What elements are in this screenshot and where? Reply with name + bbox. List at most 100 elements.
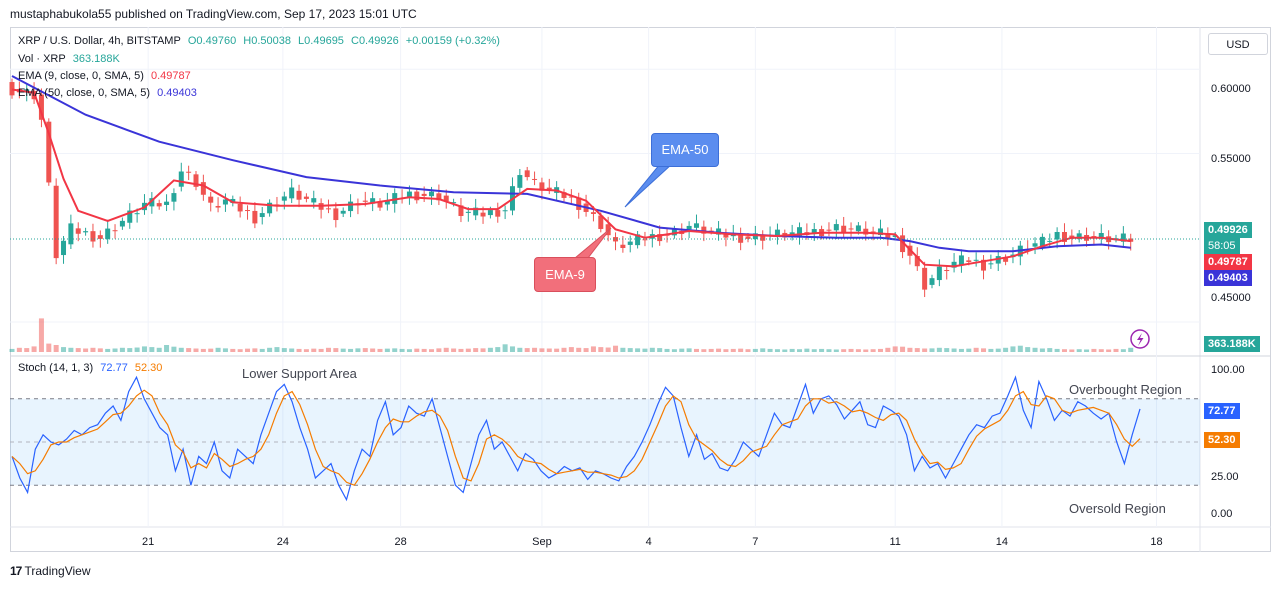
legend-high: H0.50038 <box>243 35 291 47</box>
candle-body <box>958 255 964 266</box>
ema50-legend: EMA (50, close, 0, SMA, 5) 0.49403 <box>18 87 201 99</box>
volume-bar <box>355 348 361 352</box>
candle-body <box>502 210 508 212</box>
volume-bar <box>524 348 530 352</box>
candle-body <box>156 203 162 207</box>
candle-body <box>797 227 803 236</box>
volume-bar <box>1061 349 1067 352</box>
candle-body <box>325 208 331 210</box>
volume-bar <box>509 346 515 352</box>
candle-body <box>944 270 950 272</box>
price-tick-label: 0.45000 <box>1211 292 1251 304</box>
volume-bar <box>995 348 1001 352</box>
candle-body <box>333 208 339 221</box>
volume-bar <box>797 349 803 352</box>
ema50-label[interactable]: EMA (50, close, 0, SMA, 5) <box>18 87 151 99</box>
candle-body <box>149 198 155 207</box>
ema50-line <box>11 75 1131 253</box>
candle-body <box>620 244 626 249</box>
volume-bar <box>377 348 383 352</box>
candle-body <box>105 228 111 240</box>
candle-body <box>774 229 780 238</box>
candle-body <box>267 202 273 214</box>
volume-bar <box>635 348 641 352</box>
overbought-note: Overbought Region <box>1069 382 1182 397</box>
volume-bar <box>303 349 309 352</box>
volume-bar <box>178 347 184 352</box>
candle-body <box>877 228 883 236</box>
volume-bar <box>90 347 96 352</box>
symbol-title[interactable]: XRP / U.S. Dollar, 4h, BITSTAMP <box>18 35 181 47</box>
legend-open: O0.49760 <box>187 35 237 47</box>
volume-bar <box>554 348 560 352</box>
volume-bar <box>465 348 471 352</box>
volume-label[interactable]: Vol · XRP <box>18 53 66 65</box>
candle-body <box>826 229 832 231</box>
candle-body <box>627 241 633 245</box>
volume-bar <box>83 348 89 352</box>
candle-body <box>539 182 545 191</box>
candle-body <box>83 231 89 233</box>
volume-bar <box>833 349 839 352</box>
candle-body <box>863 228 869 235</box>
published-caption: mustaphabukola55 published on TradingVie… <box>10 7 417 21</box>
candle-body <box>900 235 906 253</box>
candle-body <box>635 234 641 246</box>
volume-bar <box>907 347 913 352</box>
volume-bar <box>1106 349 1112 352</box>
volume-bar <box>708 348 714 352</box>
volume-bar <box>362 348 368 352</box>
volume-bar <box>716 348 722 352</box>
candle-body <box>68 223 74 245</box>
volume-bar <box>414 348 420 352</box>
candle-body <box>532 178 538 180</box>
candle-body <box>281 196 287 201</box>
candle-body <box>561 192 567 198</box>
volume-bar <box>877 348 883 352</box>
volume-bar <box>406 349 412 352</box>
candle-body <box>53 185 59 259</box>
volume-bar <box>1032 347 1038 352</box>
ema50-callout: EMA-50 <box>651 133 719 167</box>
volume-bar <box>826 349 832 352</box>
volume-bar <box>620 347 626 352</box>
volume-bar <box>517 347 523 352</box>
volume-bar <box>281 348 287 352</box>
volume-bar <box>495 347 501 352</box>
volume-bar <box>325 347 331 352</box>
legend-close: C0.49926 <box>351 35 399 47</box>
volume-bar <box>237 349 243 352</box>
volume-bar <box>804 348 810 352</box>
volume-bar <box>855 349 861 352</box>
candle-body <box>855 225 861 232</box>
countdown-tag: 58:05 <box>1204 238 1240 254</box>
candle-body <box>613 237 619 242</box>
candle-body <box>311 198 317 203</box>
candle-body <box>642 239 648 241</box>
volume-bar <box>480 348 486 352</box>
volume-bar <box>642 348 648 352</box>
stoch-label[interactable]: Stoch (14, 1, 3) <box>18 362 94 374</box>
volume-bar <box>443 347 449 352</box>
candle-body <box>1047 240 1053 242</box>
candle-body <box>1076 233 1082 240</box>
candle-body <box>1098 233 1104 239</box>
candle-body <box>1032 243 1038 247</box>
currency-button[interactable]: USD <box>1208 33 1268 55</box>
volume-bar <box>1120 349 1126 352</box>
volume-bar <box>561 347 567 352</box>
volume-legend: Vol · XRP 363.188K <box>18 53 124 65</box>
stoch-k-value: 72.77 <box>100 362 128 374</box>
candle-body <box>973 259 979 261</box>
candle-body <box>870 231 876 233</box>
ema9-label[interactable]: EMA (9, close, 0, SMA, 5) <box>18 70 144 82</box>
volume-bar <box>900 346 906 352</box>
volume-bar <box>649 347 655 352</box>
stoch-d-line <box>11 389 1141 486</box>
volume-bar <box>870 349 876 352</box>
ema9-price-tag: 0.49787 <box>1204 254 1252 270</box>
time-tick-label: 21 <box>142 536 154 548</box>
candle-body <box>1091 236 1097 238</box>
candle-body <box>193 174 199 187</box>
